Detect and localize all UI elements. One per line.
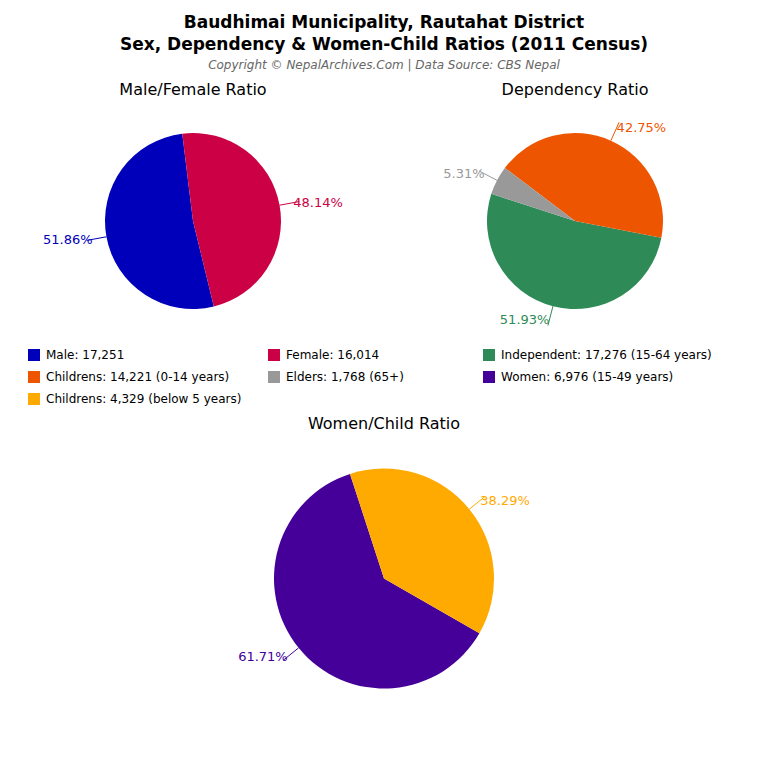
html-text:Childrens: 4,329 (below 5 year: Childrens: 4,329 (below 5 years) [46,392,242,406]
svg-text:5.31%: 5.31% [443,166,484,181]
svg-text:51.86%: 51.86% [43,232,93,247]
html-text:Sex, Dependency & Women-Child: Sex, Dependency & Women-Child Ratios (20… [119,34,649,54]
html-text:Male: 17,251: Male: 17,251 [46,348,125,362]
html-text:Women: 6,976 (15-49 years): Women: 6,976 (15-49 years) [501,370,674,384]
html-text:Elders: 1,768 (65+): Elders: 1,768 (65+) [286,370,404,384]
html-text:Copyright © NepalArchives.Com: Copyright © NepalArchives.Com | Data Sou… [208,58,560,72]
html-text:Dependency Ratio: Dependency Ratio [501,80,649,99]
svg-text:38.29%: 38.29% [480,493,530,508]
html-text:Women/Child Ratio: Women/Child Ratio [307,414,461,433]
svg-text:42.75%: 42.75% [617,120,667,135]
html-text:Female: 16,014: Female: 16,014 [286,348,380,362]
html-text:Baudhimai Municipality, Rautah: Baudhimai Municipality, Rautahat Distric… [183,12,585,32]
svg-text:48.14%: 48.14% [293,195,343,210]
svg-text:51.93%: 51.93% [500,312,550,327]
html-text:Independent: 17,276 (15-64 yea: Independent: 17,276 (15-64 years) [501,348,712,362]
html-text:Childrens: 14,221 (0-14 years): Childrens: 14,221 (0-14 years) [46,370,230,384]
svg-text:61.71%: 61.71% [238,649,288,664]
html-text:Male/Female Ratio: Male/Female Ratio [119,80,267,99]
